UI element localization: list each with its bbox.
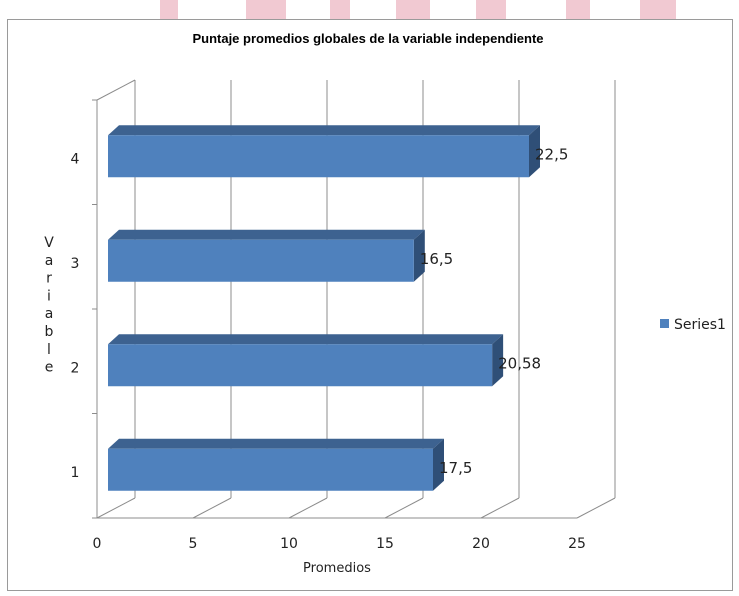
y-axis-label-letter: e: [45, 360, 54, 376]
bar: [108, 125, 540, 178]
y-tick-label: 4: [71, 151, 80, 167]
floor-line: [384, 497, 424, 519]
decorative-mark: [396, 0, 430, 22]
legend-entry: Series1: [674, 317, 726, 333]
bar: [108, 334, 504, 387]
labels-layer: 0 5 10 15 20 25 1 17,5 2 20,58 3 16,5 4 22,5: [71, 145, 586, 552]
page-top-edge: [0, 0, 739, 22]
bar-front-face: [108, 135, 529, 178]
y-axis-label-letter: a: [45, 253, 54, 269]
bar: [108, 438, 444, 491]
x-axis-label: Promedios: [303, 561, 371, 576]
bar: [108, 229, 425, 282]
chart-title: Puntaje promedios globales de la variabl…: [192, 31, 543, 46]
x-tick-label: 5: [189, 536, 198, 552]
bar-side-face: [529, 125, 540, 178]
bar-top-face: [108, 229, 425, 240]
y-axis-label-letter: b: [45, 324, 54, 340]
bar-front-face: [108, 344, 493, 387]
y-axis-label-letter: V: [44, 235, 54, 251]
decorative-mark: [566, 0, 590, 22]
bar-side-face: [413, 229, 425, 282]
floor-line: [288, 497, 328, 519]
decorative-mark: [330, 0, 350, 22]
decorative-mark: [640, 0, 676, 22]
bar-side-face: [433, 438, 444, 491]
decorative-mark: [476, 0, 506, 22]
bar-front-face: [108, 448, 433, 491]
decorative-mark: [246, 0, 286, 22]
floor-line: [576, 497, 616, 519]
y-tick-label: 3: [71, 256, 80, 272]
y-axis-label-letter: l: [47, 342, 51, 358]
bars-layer: [108, 125, 540, 491]
x-tick-label: 25: [568, 536, 586, 552]
bar-top-face: [108, 438, 444, 449]
floor-line: [480, 497, 520, 519]
floor-line: [96, 497, 136, 519]
decorative-mark: [160, 0, 178, 22]
wall-edge: [96, 79, 136, 101]
legend-swatch: [660, 319, 669, 328]
y-axis-label-letter: r: [46, 271, 52, 287]
legend: Series1: [660, 317, 726, 333]
y-axis-label-letter: a: [45, 306, 54, 322]
data-label: 20,58: [498, 354, 541, 372]
chart-frame: [7, 19, 733, 591]
data-label: 17,5: [439, 459, 472, 477]
y-tick-label: 1: [71, 465, 80, 481]
data-label: 16,5: [420, 250, 453, 268]
bar-top-face: [108, 125, 540, 136]
bar-front-face: [108, 239, 414, 282]
floor-line: [192, 497, 232, 519]
x-tick-label: 15: [376, 536, 394, 552]
bar-top-face: [108, 334, 504, 345]
x-tick-label: 20: [472, 536, 490, 552]
y-axis-label-letter: i: [47, 288, 51, 304]
data-label: 22,5: [535, 145, 568, 163]
x-tick-label: 10: [280, 536, 298, 552]
bar-side-face: [492, 334, 504, 387]
x-tick-label: 0: [93, 536, 102, 552]
y-tick-label: 2: [71, 360, 80, 376]
